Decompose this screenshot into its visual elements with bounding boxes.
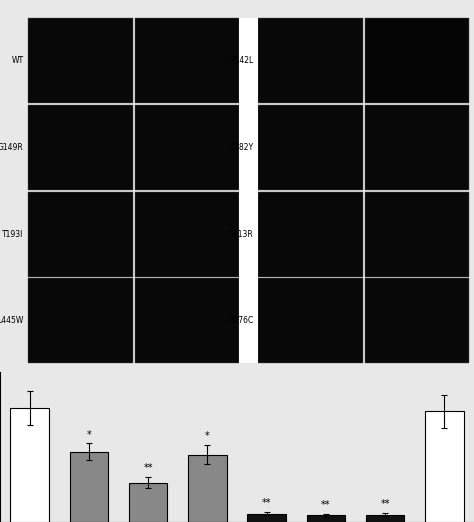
FancyBboxPatch shape [28, 105, 133, 190]
Bar [366, 515, 404, 522]
Bar [307, 515, 345, 522]
Text: *: * [86, 430, 91, 440]
FancyBboxPatch shape [365, 192, 469, 277]
Text: **: ** [143, 464, 153, 473]
Bar [70, 452, 108, 522]
FancyBboxPatch shape [239, 18, 258, 363]
FancyBboxPatch shape [365, 18, 469, 103]
FancyBboxPatch shape [28, 18, 133, 103]
FancyBboxPatch shape [135, 192, 239, 277]
Bar [129, 483, 167, 522]
FancyBboxPatch shape [258, 192, 363, 277]
Text: G149R: G149R [0, 143, 24, 152]
Bar [425, 411, 464, 522]
Text: T193I: T193I [2, 230, 24, 239]
FancyBboxPatch shape [365, 278, 469, 363]
Text: *: * [205, 432, 210, 442]
FancyBboxPatch shape [258, 105, 363, 190]
Text: **: ** [380, 499, 390, 509]
FancyBboxPatch shape [258, 18, 363, 103]
FancyBboxPatch shape [28, 278, 133, 363]
FancyBboxPatch shape [135, 278, 239, 363]
FancyBboxPatch shape [365, 105, 469, 190]
FancyBboxPatch shape [258, 278, 363, 363]
FancyBboxPatch shape [135, 105, 239, 190]
Text: **: ** [262, 498, 272, 508]
Bar [10, 408, 49, 522]
Bar [188, 455, 227, 522]
Text: P142L: P142L [230, 56, 254, 65]
Text: Q413R: Q413R [228, 230, 254, 239]
Text: WT: WT [11, 56, 24, 65]
Bar [247, 514, 286, 522]
FancyBboxPatch shape [28, 192, 133, 277]
Text: **: ** [321, 500, 331, 510]
Text: L445W: L445W [0, 316, 24, 325]
Text: C282Y: C282Y [229, 143, 254, 152]
Text: R776C: R776C [228, 316, 254, 325]
FancyBboxPatch shape [135, 18, 239, 103]
